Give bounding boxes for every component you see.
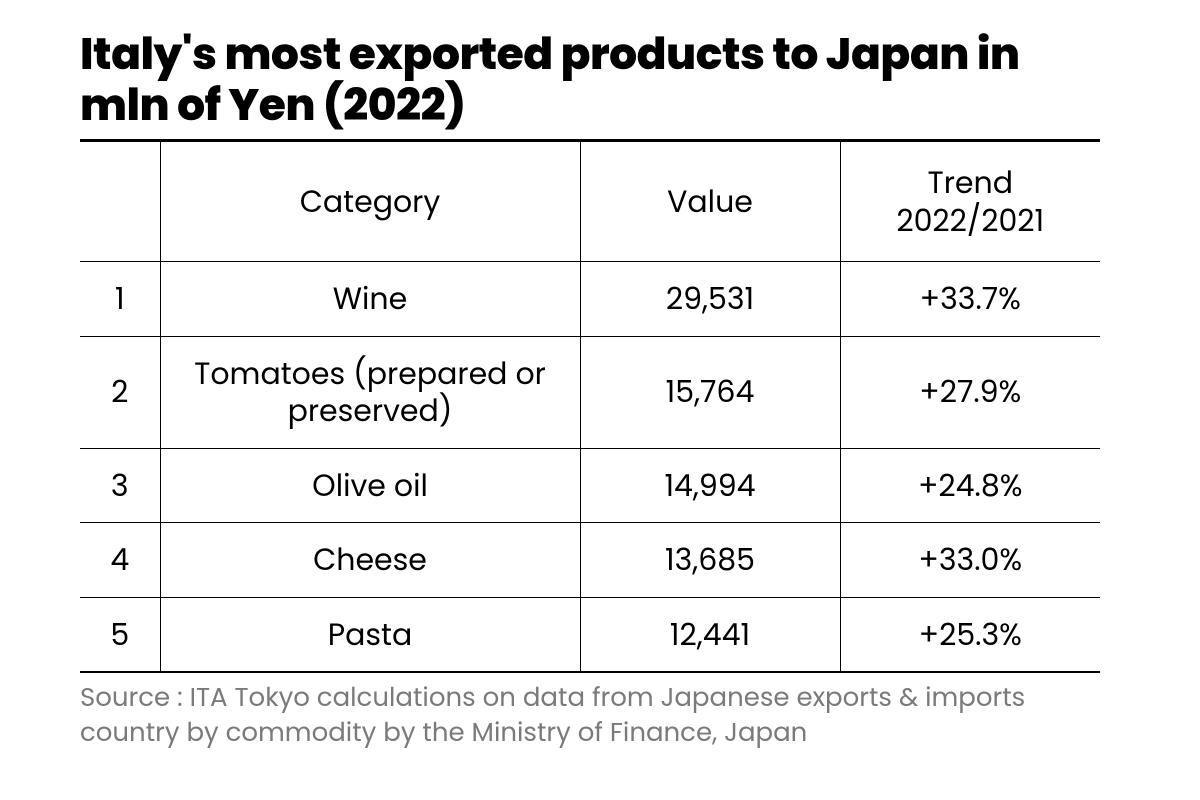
cell-category: Pasta: [160, 597, 580, 671]
cell-value: 15,764: [580, 336, 840, 448]
export-table: Category Value Trend 2022/2021 1 Wine 29…: [80, 139, 1100, 671]
table-row: 4 Cheese 13,685 +33.0%: [80, 523, 1100, 598]
table-bottom-rule: [80, 671, 1100, 673]
cell-category: Cheese: [160, 523, 580, 598]
col-header-trend: Trend 2022/2021: [840, 142, 1100, 262]
cell-category: Wine: [160, 262, 580, 337]
source-note: Source : ITA Tokyo calculations on data …: [80, 681, 1100, 751]
cell-trend: +25.3%: [840, 597, 1100, 671]
cell-value: 12,441: [580, 597, 840, 671]
cell-value: 29,531: [580, 262, 840, 337]
cell-category: Olive oil: [160, 448, 580, 523]
cell-trend: +33.7%: [840, 262, 1100, 337]
cell-value: 14,994: [580, 448, 840, 523]
col-header-rank: [80, 142, 160, 262]
cell-rank: 2: [80, 336, 160, 448]
cell-rank: 5: [80, 597, 160, 671]
table-header-row: Category Value Trend 2022/2021: [80, 142, 1100, 262]
cell-rank: 1: [80, 262, 160, 337]
cell-trend: +33.0%: [840, 523, 1100, 598]
table-row: 5 Pasta 12,441 +25.3%: [80, 597, 1100, 671]
cell-rank: 4: [80, 523, 160, 598]
cell-category: Tomatoes (prepared or preserved): [160, 336, 580, 448]
page-title: Italy's most exported products to Japan …: [80, 30, 1080, 131]
col-header-value: Value: [580, 142, 840, 262]
table-row: 2 Tomatoes (prepared or preserved) 15,76…: [80, 336, 1100, 448]
cell-value: 13,685: [580, 523, 840, 598]
cell-trend: +27.9%: [840, 336, 1100, 448]
table-row: 1 Wine 29,531 +33.7%: [80, 262, 1100, 337]
col-header-category: Category: [160, 142, 580, 262]
table-row: 3 Olive oil 14,994 +24.8%: [80, 448, 1100, 523]
cell-trend: +24.8%: [840, 448, 1100, 523]
cell-rank: 3: [80, 448, 160, 523]
